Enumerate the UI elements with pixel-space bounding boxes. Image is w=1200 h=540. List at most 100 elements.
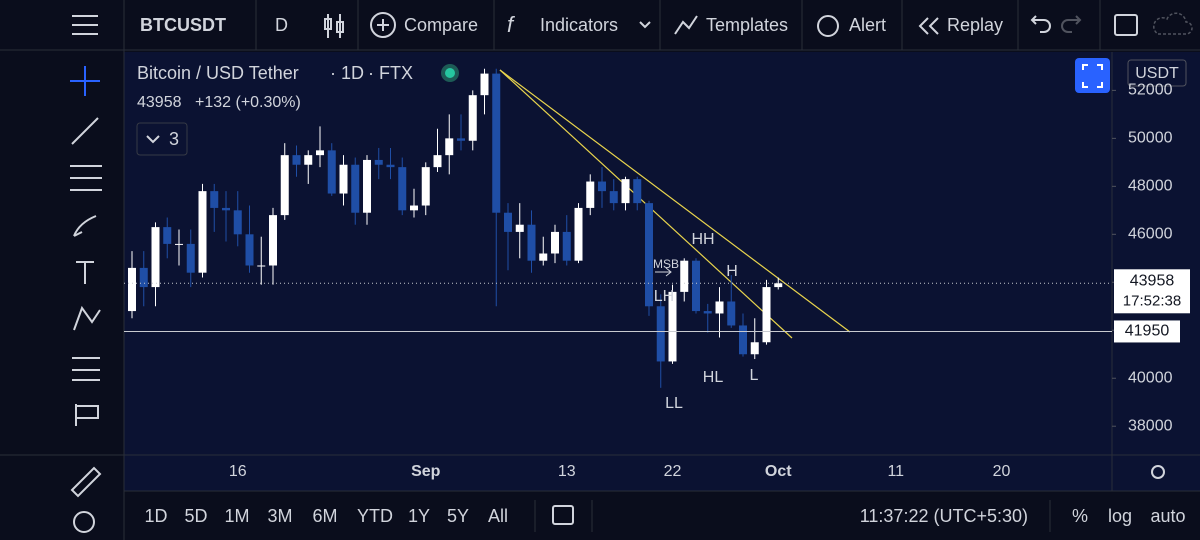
dropdown-icon[interactable] [639,21,651,29]
measure-tool[interactable] [70,466,102,498]
range-button[interactable]: 6M [312,506,337,526]
candle-body [457,138,465,141]
date-range-button[interactable] [552,505,574,525]
x-tick-label: 11 [887,463,904,480]
candle-body [139,267,148,288]
zoom-tool[interactable] [73,511,95,533]
price-tag [1114,269,1190,314]
text-tool[interactable] [76,261,94,284]
candle-body [175,243,183,245]
candle-body [680,260,689,292]
candle-body [257,265,266,267]
candle-body [421,167,430,206]
auto-toggle[interactable]: auto [1150,506,1185,526]
compare[interactable]: Compare [404,15,478,35]
x-tick-label: Oct [765,463,792,480]
candle-body [480,73,489,96]
arrow [655,267,672,277]
indicators[interactable]: Indicators [540,15,618,35]
alert-icon [817,15,839,37]
candle-body [504,212,512,232]
prediction-tool[interactable] [72,357,100,381]
annotation: MSB [653,257,679,271]
currency: USDT [1135,65,1179,82]
menu-button[interactable] [72,15,98,35]
y-tick-label: 52000 [1128,82,1173,99]
separator: · [368,63,374,83]
trendline-tool[interactable] [71,117,99,145]
candle-body [233,210,242,235]
percent-toggle[interactable]: % [1072,506,1088,526]
candle-body [645,203,653,307]
level-tag [1114,320,1180,343]
candle-body [445,138,454,156]
alert[interactable]: Alert [849,15,886,35]
templates[interactable]: Templates [706,15,788,35]
fib-tool[interactable] [70,165,102,191]
brush-tool[interactable] [73,215,97,237]
range-button[interactable]: 5D [184,506,207,526]
legend: Bitcoin / USD Tether · 1D · FTX 43958 +1… [136,63,459,156]
candle-body [586,181,595,208]
indicator-toggle[interactable] [136,122,188,156]
interval[interactable]: D [275,15,288,35]
range-button[interactable]: 3M [267,506,292,526]
range-button[interactable]: YTD [357,506,393,526]
time-axis [124,455,1200,491]
candle-body [574,207,583,261]
last-price: 43958 [137,94,182,111]
countdown: 17:52:38 [1123,292,1181,309]
candle-body [222,207,230,211]
range-button[interactable]: 1D [144,506,167,526]
candle-body [715,301,724,314]
symbol[interactable]: BTCUSDT [140,15,226,35]
log-toggle[interactable]: log [1108,506,1132,526]
replay[interactable]: Replay [947,15,1003,35]
range-button[interactable]: 1Y [408,506,430,526]
range-button[interactable]: All [488,506,508,526]
replay-icon [918,17,939,35]
layout-button[interactable] [1114,14,1138,36]
x-tick-label: 20 [993,463,1011,480]
icon-tool[interactable] [75,404,99,426]
cloud-button[interactable] [1153,12,1193,35]
annotation: L [750,367,759,384]
candle-body [551,231,559,254]
candle-body [750,342,759,355]
chart-type-button[interactable] [324,14,344,38]
candle-body [739,325,747,355]
candle-body [245,234,254,266]
candle-body [562,231,571,261]
x-tick-label: 16 [229,463,247,480]
symbol-name: Bitcoin / USD Tether [137,63,299,83]
candle-body [210,191,219,208]
undo[interactable] [1030,15,1051,33]
range-bar: 1D 5D 1M 3M 6M YTD 1Y 5Y All [144,506,508,526]
y-tick-label: 38000 [1128,417,1173,434]
settings-button[interactable] [1151,465,1165,479]
currency-box [1127,59,1187,87]
candle-body [363,159,371,213]
templates-icon [674,15,698,35]
auto-scale-button[interactable] [1075,58,1110,93]
crosshair-tool[interactable] [70,66,100,96]
x-tick-label: Sep [411,463,441,480]
range-button[interactable]: 1M [224,506,249,526]
redo[interactable] [1061,15,1082,33]
price-change: +132 (+0.30%) [195,94,301,111]
candle-body [762,287,771,343]
price-label: 43958 [1130,273,1175,290]
exchange: FTX [379,63,413,83]
candle-body [398,167,407,211]
candle-body [327,150,336,194]
candle-body [186,243,195,273]
candle-body [280,155,289,216]
candle-body [621,179,630,204]
candle-body [727,301,736,326]
candle-body [292,155,301,165]
range-button[interactable]: 5Y [447,506,469,526]
candle-body [433,155,442,168]
pattern-tool[interactable] [73,305,101,331]
candle-body [703,311,712,314]
